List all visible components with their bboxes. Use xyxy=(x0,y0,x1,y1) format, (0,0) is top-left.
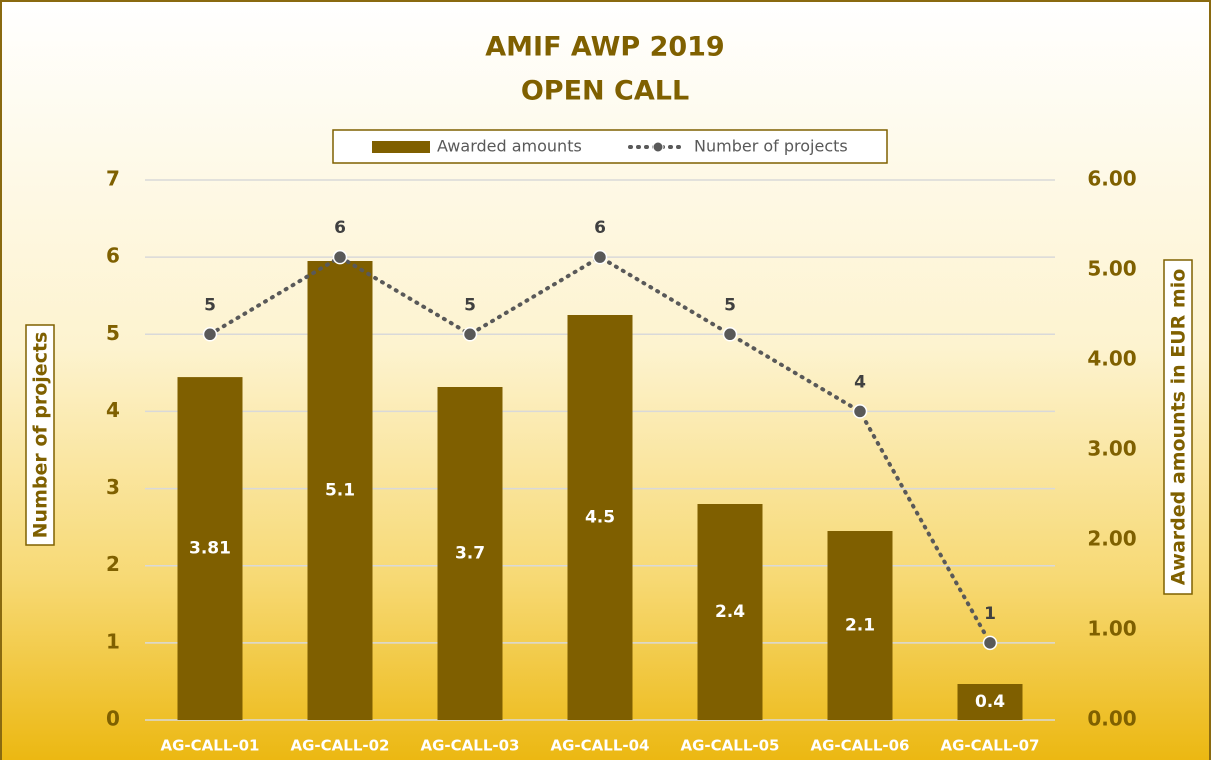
x-tick-label: AG-CALL-04 xyxy=(551,737,650,755)
line-value-label: 4 xyxy=(854,372,866,392)
line-marker xyxy=(202,327,218,342)
y-axis-title-box xyxy=(25,324,55,546)
y-tick-label: 3 xyxy=(106,475,120,499)
line-marker xyxy=(722,327,738,342)
x-tick-label: AG-CALL-03 xyxy=(421,737,520,755)
bar xyxy=(827,531,893,720)
y-axis-title: Number of projects xyxy=(30,332,52,539)
y2-axis-title-box xyxy=(1163,259,1193,595)
line-value-label: 5 xyxy=(464,295,476,315)
x-tick-label: AG-CALL-02 xyxy=(291,737,390,755)
line-value-label: 6 xyxy=(334,218,346,238)
line-marker xyxy=(852,404,868,419)
bar-value-label: 0.4 xyxy=(975,692,1005,712)
y-tick-label: 5 xyxy=(106,321,120,345)
bar xyxy=(177,377,243,720)
bar xyxy=(697,504,763,720)
y2-tick-label: 3.00 xyxy=(1087,437,1136,461)
y2-tick-label: 4.00 xyxy=(1087,347,1136,371)
x-tick-label: AG-CALL-05 xyxy=(681,737,780,755)
legend-label: Awarded amounts xyxy=(437,137,582,156)
y-tick-label: 4 xyxy=(106,398,120,422)
y-tick-label: 7 xyxy=(106,167,120,191)
chart-subtitle: OPEN CALL xyxy=(521,76,689,107)
bar xyxy=(437,387,503,720)
chart-title: AMIF AWP 2019 xyxy=(485,32,724,63)
bar-value-label: 3.7 xyxy=(455,544,485,564)
bar-value-label: 2.1 xyxy=(845,616,875,636)
y2-tick-label: 6.00 xyxy=(1087,167,1136,191)
legend-swatch xyxy=(652,141,664,153)
bar-value-label: 5.1 xyxy=(325,481,355,501)
bar xyxy=(307,261,373,720)
legend-label: Number of projects xyxy=(694,137,848,156)
y-tick-label: 1 xyxy=(106,629,120,653)
bar xyxy=(567,315,633,720)
bar-value-label: 4.5 xyxy=(585,508,615,528)
y2-tick-label: 5.00 xyxy=(1087,257,1136,281)
line-value-label: 1 xyxy=(984,604,996,624)
x-tick-label: AG-CALL-06 xyxy=(811,737,910,755)
legend-swatch xyxy=(372,141,430,153)
y2-axis-title-group: Awarded amounts in EUR mio xyxy=(1163,259,1193,595)
y2-axis-title: Awarded amounts in EUR mio xyxy=(1168,269,1190,586)
line-marker xyxy=(592,249,608,265)
line-marker xyxy=(982,635,998,651)
y2-tick-label: 2.00 xyxy=(1087,527,1136,551)
y-tick-label: 2 xyxy=(106,552,120,576)
line-value-label: 5 xyxy=(204,295,216,315)
bar-value-label: 3.81 xyxy=(189,539,231,559)
bar-value-label: 2.4 xyxy=(715,602,745,622)
bar xyxy=(957,684,1023,720)
y2-tick-label: 1.00 xyxy=(1087,617,1136,641)
line-marker xyxy=(332,249,348,265)
line-value-label: 5 xyxy=(724,295,736,315)
y-axis-title-group: Number of projects xyxy=(25,324,55,546)
x-tick-label: AG-CALL-07 xyxy=(941,737,1040,755)
x-tick-label: AG-CALL-01 xyxy=(161,737,260,755)
line-marker xyxy=(462,327,478,342)
y2-tick-label: 0.00 xyxy=(1087,707,1136,731)
y-tick-label: 0 xyxy=(106,707,120,731)
line-value-label: 6 xyxy=(594,218,606,238)
y-tick-label: 6 xyxy=(106,244,120,268)
